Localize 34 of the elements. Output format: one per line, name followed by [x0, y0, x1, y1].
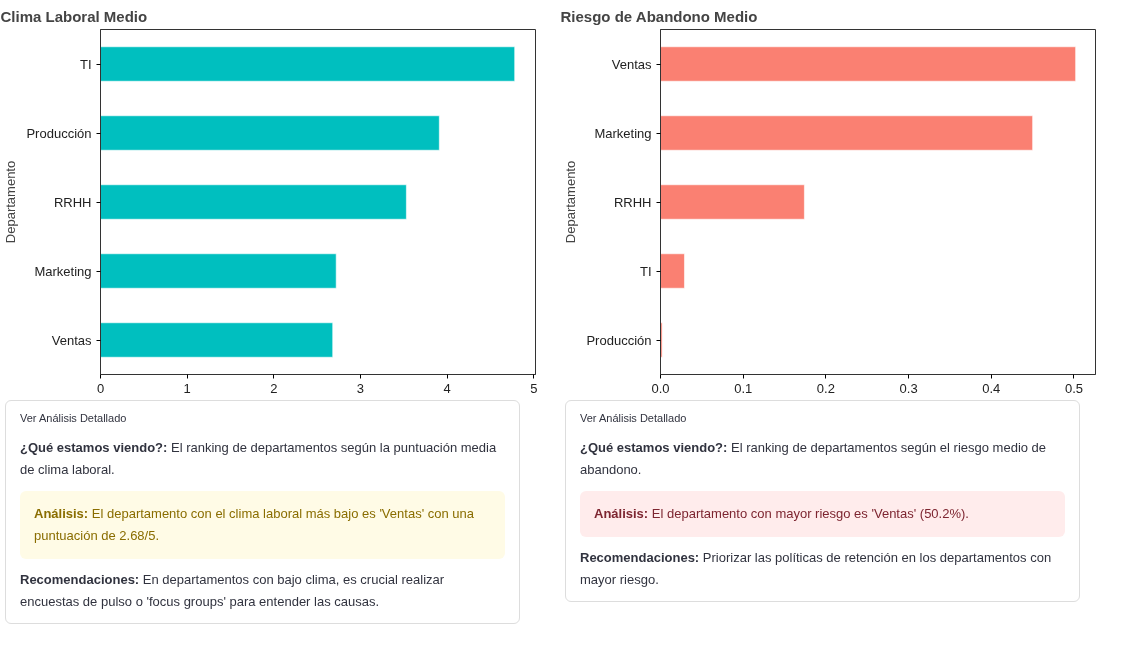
y-tick-label: Marketing [594, 125, 652, 141]
y-tick-label: Ventas [611, 56, 652, 72]
text: Recomendaciones: En departamentos con bajo clima, es crucial realizar encuestas de pulso o 'focus groups' para entender las causas. [20, 570, 446, 611]
x-tick-label: 0.5 [1064, 380, 1084, 396]
x-tick-label: 2 [270, 380, 278, 396]
chart-title: Clima Laboral Medio [0, 7, 148, 25]
y-tick-label: RRHH [613, 194, 652, 210]
x-tick-label: 0.3 [899, 380, 918, 396]
x-tick-label: 0.0 [651, 380, 670, 396]
y-tick-label: RRHH [53, 194, 92, 210]
x-tick-label: 5 [530, 380, 538, 396]
x-tick-label: 0.2 [816, 380, 835, 396]
text: Ver Análisis Detallado [580, 411, 688, 426]
x-tick-label: 0 [96, 380, 105, 396]
y-tick-label: Marketing [34, 263, 92, 279]
chart-title: Riesgo de Abandono Medio [560, 7, 758, 25]
text: ¿Qué estamos viendo?: El ranking de departamentos según la puntuación media de clima laboral. [20, 439, 497, 477]
x-tick-label: 3 [356, 380, 365, 396]
y-tick-label: TI [639, 263, 652, 279]
x-tick-label: 0.1 [734, 380, 753, 396]
text: ¿Qué estamos viendo?: El ranking de departamentos según el riesgo medio de abandono. [580, 439, 1047, 477]
text: Ver Análisis Detallado [20, 411, 128, 426]
y-tick-label: TI [79, 56, 92, 72]
y-axis-title: Departamento [3, 160, 19, 244]
x-tick-label: 4 [443, 380, 451, 396]
text: Análisis: El departamento con mayor riesgo es 'Ventas' (50.2%). [580, 490, 1065, 537]
y-tick-label: Producción [586, 332, 652, 348]
y-axis-title: Departamento [563, 160, 579, 244]
y-tick-label: Ventas [51, 332, 92, 348]
x-tick-label: 0.4 [982, 380, 1001, 396]
x-tick-label: 1 [183, 380, 191, 396]
y-tick-label: Producción [26, 125, 92, 141]
text: Recomendaciones: Priorizar las políticas de retención en los departamentos con mayor riesgo. [580, 549, 1052, 587]
text: Análisis: El departamento con el clima laboral más bajo es 'Ventas' con una puntuación de 2.68/5. [20, 490, 505, 559]
